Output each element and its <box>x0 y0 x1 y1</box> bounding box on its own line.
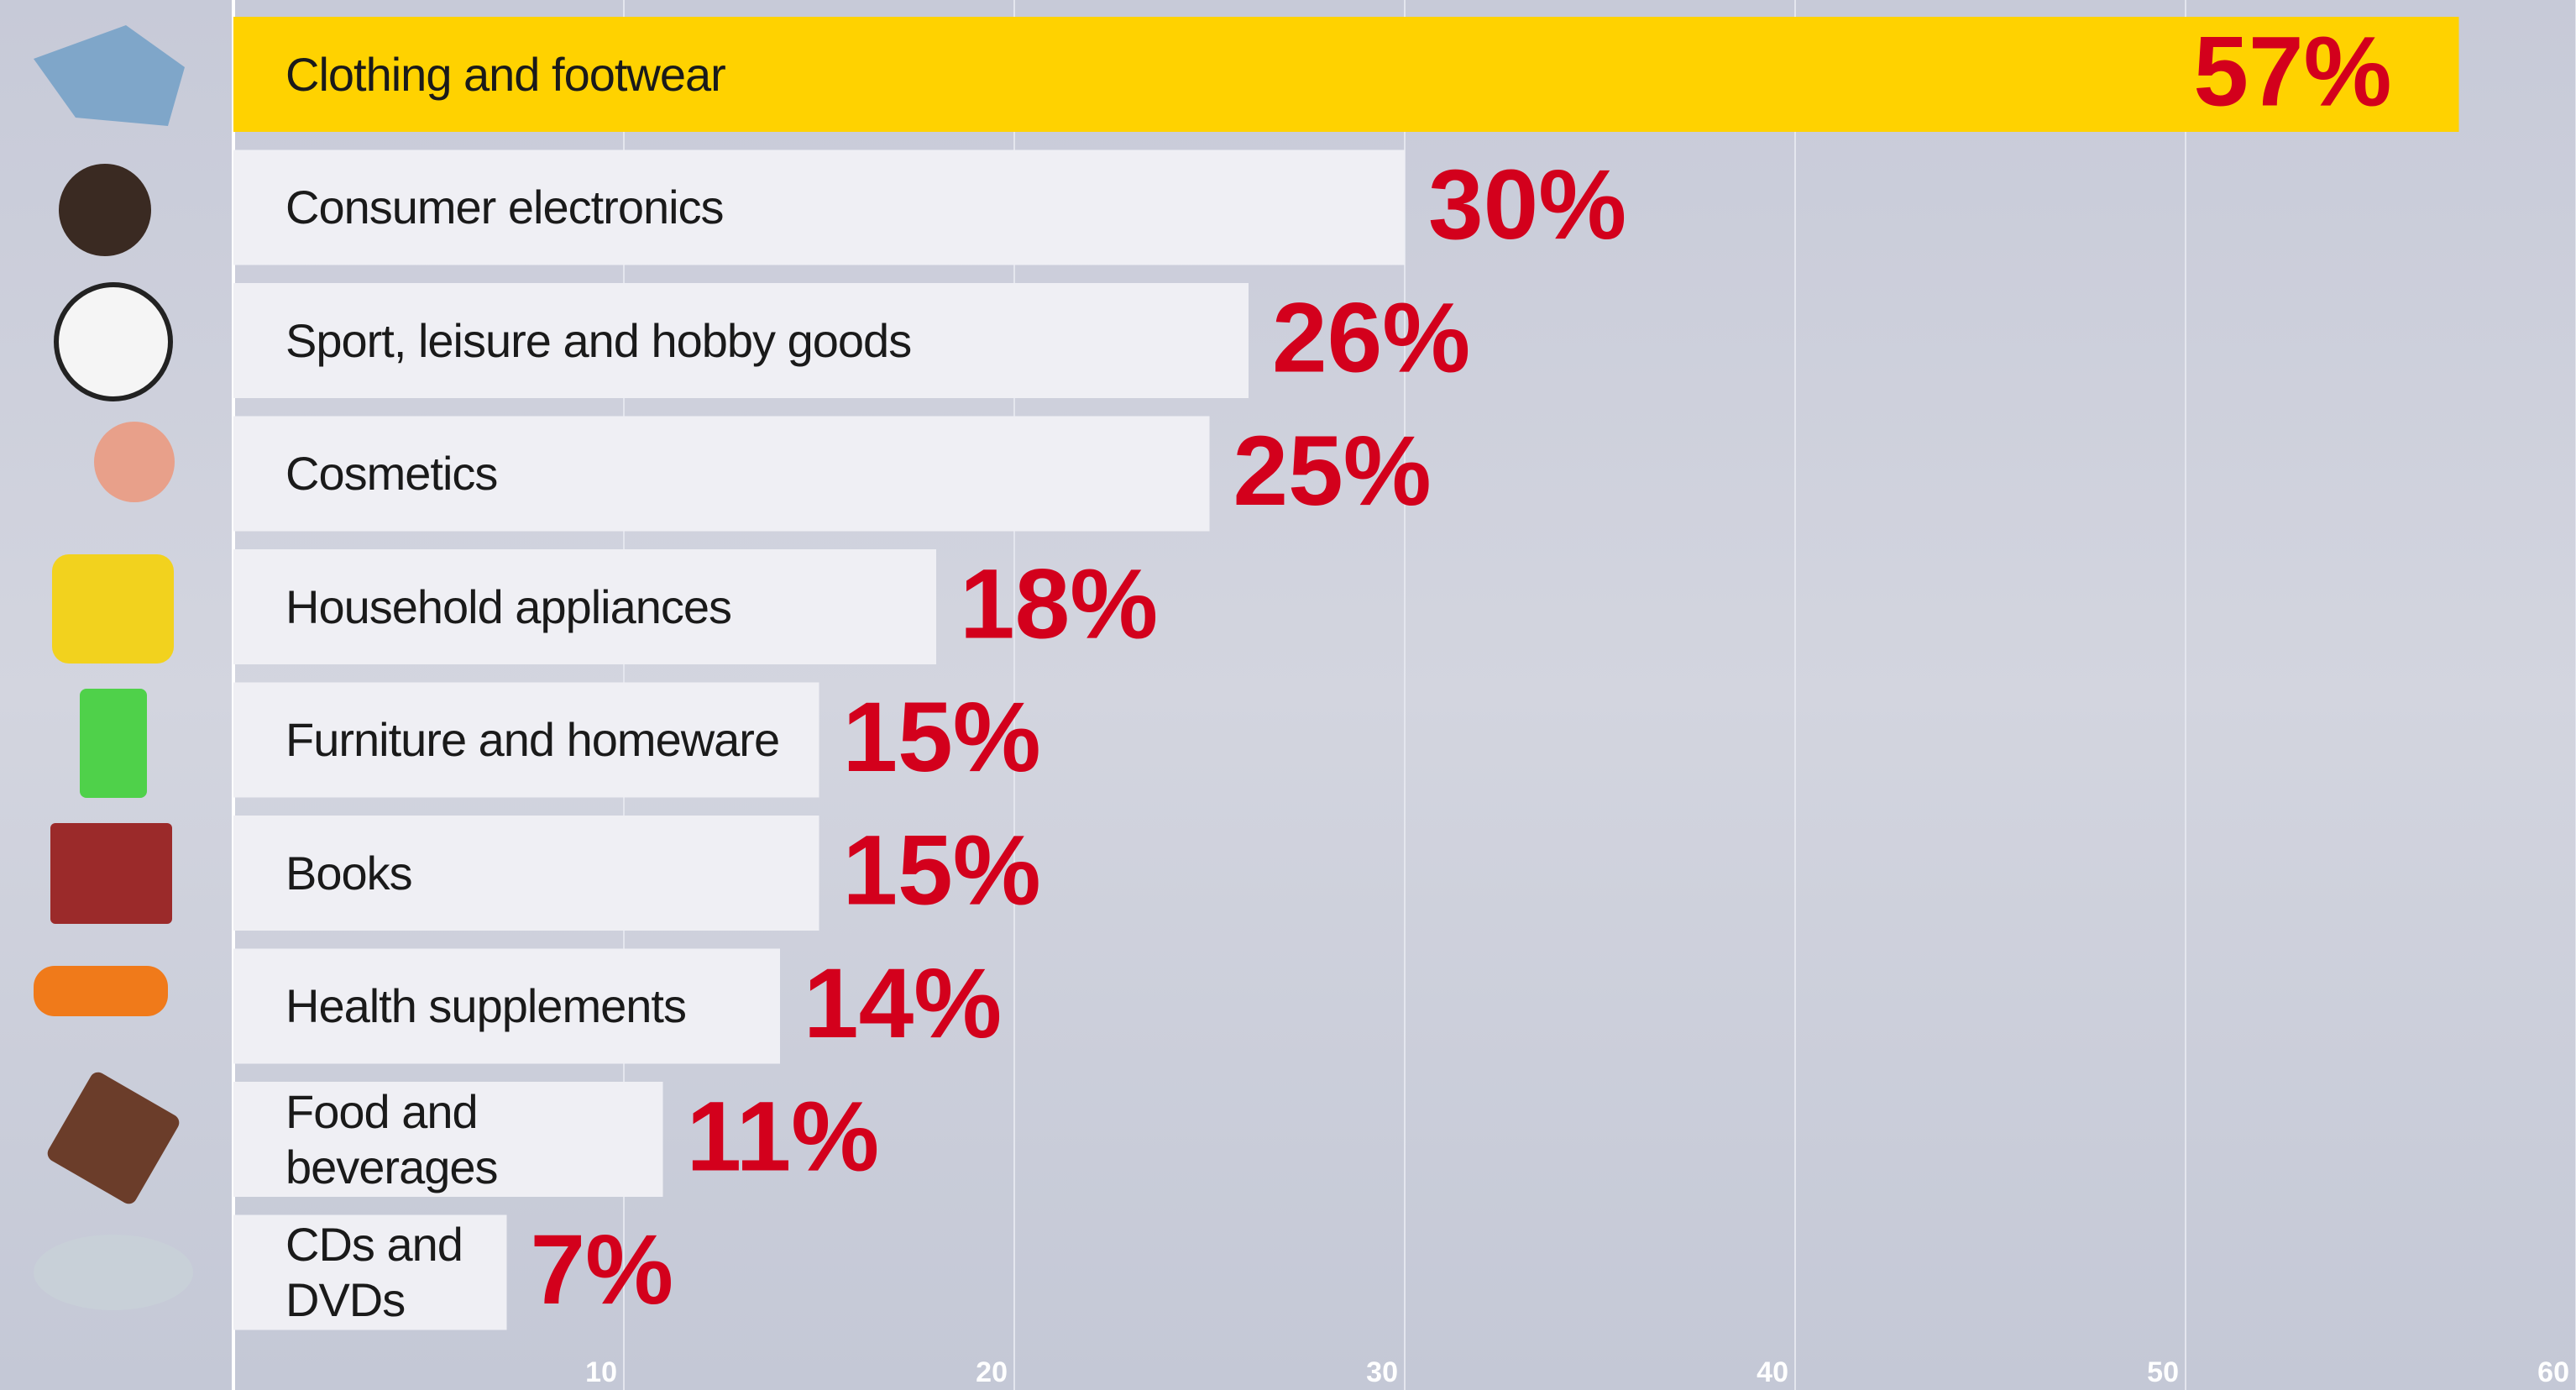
category-label: Cosmetics <box>285 447 498 500</box>
bar <box>233 549 936 664</box>
category-label: Books <box>285 846 413 900</box>
value-label: 15% <box>843 816 1041 926</box>
x-tick-label: 40 <box>1757 1356 1788 1388</box>
value-label: 7% <box>531 1214 674 1325</box>
bar <box>233 283 1249 398</box>
category-label: Sport, leisure and hobby goods <box>285 313 912 367</box>
bar <box>233 1214 507 1330</box>
value-label: 15% <box>843 682 1041 793</box>
value-label: 25% <box>1233 416 1432 527</box>
category-label: CDs and DVDs <box>285 1218 463 1326</box>
icon-chocolates <box>47 1072 180 1204</box>
category-label: Health supplements <box>285 979 687 1032</box>
bar <box>233 416 1210 532</box>
category-label: Furniture and homeware <box>285 713 780 766</box>
icons <box>34 25 193 1310</box>
icon-clothing <box>34 25 185 126</box>
icon-toaster <box>52 554 174 664</box>
x-tick-label: 20 <box>976 1356 1008 1388</box>
value-label: 26% <box>1272 283 1470 394</box>
value-label: 30% <box>1428 149 1626 260</box>
category-label: Consumer electronics <box>285 181 725 233</box>
x-tick-label: 60 <box>2537 1356 2569 1388</box>
icon-headphones <box>59 164 151 256</box>
bar <box>233 682 819 798</box>
icon-discs <box>34 1235 193 1310</box>
bar <box>233 1082 663 1197</box>
bar <box>233 149 1405 265</box>
icon-books <box>50 823 172 924</box>
value-label: 11% <box>687 1082 880 1193</box>
category-label: Household appliances <box>285 580 732 633</box>
icon-supplements <box>34 966 168 1016</box>
x-tick-label: 30 <box>1366 1356 1398 1388</box>
icon-ball <box>54 282 173 401</box>
category-label: Food and beverages <box>285 1084 499 1193</box>
bar <box>233 948 780 1064</box>
x-tick-label: 50 <box>2147 1356 2179 1388</box>
value-label: 14% <box>804 948 1002 1059</box>
bar <box>233 816 819 931</box>
value-label: 18% <box>960 549 1158 660</box>
icon-cosmetics <box>94 422 175 502</box>
icon-chair <box>80 689 147 798</box>
bar <box>233 17 2459 132</box>
x-tick-label: 10 <box>585 1356 617 1388</box>
value-label: 57% <box>2193 17 2391 128</box>
category-label: Clothing and footwear <box>285 47 726 101</box>
